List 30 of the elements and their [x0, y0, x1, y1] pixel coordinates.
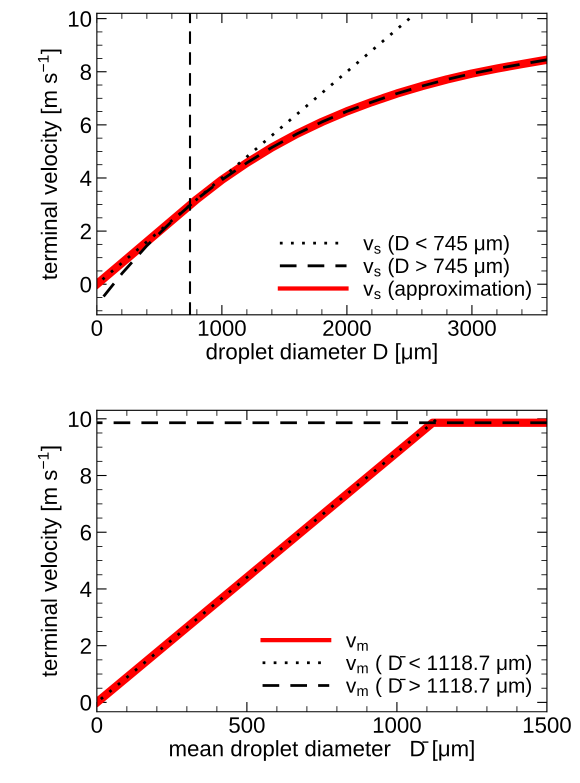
x-axis-title: droplet diameter D [μm]	[206, 343, 437, 364]
y-tick-label: 6	[80, 117, 92, 134]
y-axis-title: terminal velocity [m s$^{−1}$]	[38, 50, 62, 280]
y-tick-label: 4	[80, 170, 92, 186]
legend-label: v$_{m}$ ( D̄ > 1118.7 μm)	[346, 678, 532, 697]
y-tick-label: 2	[80, 638, 91, 654]
x-tick-label: 0	[92, 717, 102, 733]
y-tick-label: 8	[80, 64, 92, 80]
legend-label: v$_{m}$ ( D̄ < 1118.7 μm)	[346, 654, 532, 674]
x-tick-label: 1500	[524, 717, 571, 733]
y-tick-label: 0	[80, 694, 92, 711]
x-tick-label: 1000	[374, 717, 421, 733]
y-tick-label: 10	[68, 411, 92, 428]
y-tick-label: 6	[80, 524, 92, 541]
x-tick-label: 1000	[198, 320, 246, 336]
y-tick-label: 10	[68, 11, 92, 27]
legend-label: v$_{m}$	[346, 636, 368, 651]
y-axis-title: terminal velocity [m s$^{−1}$]	[38, 446, 62, 677]
x-tick-label: 3000	[448, 320, 496, 336]
legend-label: v$_{s}$ (D > 745 μm)	[363, 258, 509, 278]
y-tick-label: 4	[80, 582, 92, 598]
x-axis-title: mean droplet diameter D̄ [μm]	[170, 740, 474, 761]
x-tick-label: 2000	[323, 320, 371, 336]
x-tick-label: 0	[92, 320, 102, 336]
y-tick-label: 8	[80, 468, 92, 484]
legend-label: v$_{s}$ (D < 745 μm)	[363, 235, 509, 255]
legend-label: v$_{s}$ (approximation)	[363, 280, 531, 300]
y-tick-label: 0	[80, 276, 92, 292]
y-tick-label: 2	[80, 224, 91, 240]
x-tick-label: 500	[229, 717, 265, 733]
